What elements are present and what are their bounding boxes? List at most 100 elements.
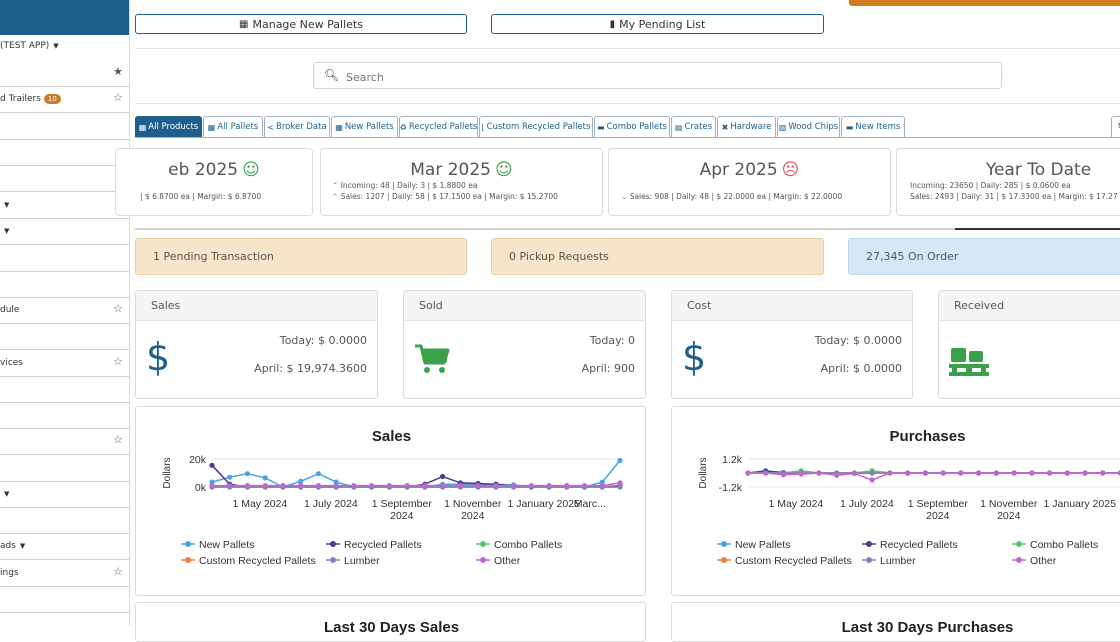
tab-new-items[interactable]: ▬ New Items xyxy=(841,116,905,137)
star-icon[interactable]: ☆ xyxy=(113,302,123,315)
sidebar-item-13[interactable] xyxy=(0,402,129,429)
data-point[interactable] xyxy=(581,483,588,489)
data-point[interactable] xyxy=(1064,470,1070,476)
sidebar-item-16[interactable]: ▼ xyxy=(0,481,129,508)
search-box[interactable]: 🔍︎ xyxy=(313,62,1002,89)
sidebar-item-9[interactable]: dule ☆ xyxy=(0,297,129,324)
star-icon[interactable]: ☆ xyxy=(113,91,123,104)
data-point[interactable] xyxy=(599,483,605,489)
manage-new-pallets-button[interactable]: ▦ Manage New Pallets xyxy=(135,14,467,34)
star-icon[interactable]: ☆ xyxy=(113,355,123,368)
data-point[interactable] xyxy=(422,483,428,489)
data-point[interactable] xyxy=(1117,470,1120,476)
data-point[interactable] xyxy=(940,470,946,476)
data-point[interactable] xyxy=(528,483,534,489)
on-order-alert[interactable]: 27,345 On Order xyxy=(848,238,1120,275)
data-point[interactable] xyxy=(617,484,623,490)
data-point[interactable] xyxy=(1082,470,1088,476)
data-point[interactable] xyxy=(834,472,840,478)
sidebar-item-5[interactable]: ▼ xyxy=(0,192,129,219)
legend-label[interactable]: Custom Recycled Pallets xyxy=(735,555,852,567)
data-point[interactable] xyxy=(780,472,787,478)
data-point[interactable] xyxy=(493,483,499,489)
sidebar-item-18[interactable]: ads ▼ xyxy=(0,533,129,560)
data-point[interactable] xyxy=(617,457,623,463)
data-point[interactable] xyxy=(298,483,304,489)
data-point[interactable] xyxy=(887,470,893,476)
data-point[interactable] xyxy=(546,483,552,489)
legend-label[interactable]: Lumber xyxy=(344,555,380,567)
legend-label[interactable]: Other xyxy=(494,555,521,567)
data-point[interactable] xyxy=(869,470,875,476)
legend-label[interactable]: Custom Recycled Pallets xyxy=(199,555,316,567)
data-point[interactable] xyxy=(851,470,858,477)
data-point[interactable] xyxy=(298,478,304,484)
sidebar-item-20[interactable] xyxy=(0,586,129,613)
data-point[interactable] xyxy=(227,474,233,480)
tab-wood-chips[interactable]: ▧ Wood Chips xyxy=(777,116,840,137)
sidebar-item-8[interactable] xyxy=(0,271,129,298)
tab-refresh[interactable]: ↻ xyxy=(1111,116,1120,137)
data-point[interactable] xyxy=(315,471,322,477)
tab-new-pallets[interactable]: ▦ New Pallets xyxy=(331,116,398,137)
search-input[interactable] xyxy=(344,67,988,87)
data-point[interactable] xyxy=(369,483,375,489)
data-point[interactable] xyxy=(1100,470,1106,476)
sidebar-item-11[interactable]: vices ☆ xyxy=(0,350,129,377)
tab-recycled-pallets[interactable]: ♻ Recycled Pallets xyxy=(399,116,478,137)
sidebar-item-0[interactable]: ★ xyxy=(0,60,129,87)
sidebar-item-4[interactable] xyxy=(0,165,129,192)
tab-crates[interactable]: ▤ Crates xyxy=(671,116,716,137)
data-point[interactable] xyxy=(333,483,339,489)
tab-hardware[interactable]: ✖ Hardware xyxy=(717,116,776,137)
data-point[interactable] xyxy=(958,470,964,476)
data-point[interactable] xyxy=(745,470,751,476)
sidebar-item-12[interactable] xyxy=(0,376,129,403)
data-point[interactable] xyxy=(386,483,392,489)
sidebar-item-1[interactable]: d Trailers 10 ☆ xyxy=(0,86,129,113)
tab-broker-data[interactable]: < Broker Data xyxy=(264,116,330,137)
sidebar-item-14[interactable]: ☆ xyxy=(0,428,129,455)
data-point[interactable] xyxy=(564,483,570,489)
tab-all-pallets[interactable]: ▦ All Pallets xyxy=(203,116,263,137)
data-point[interactable] xyxy=(227,483,233,489)
sidebar-item-2[interactable] xyxy=(0,113,129,140)
star-icon[interactable]: ☆ xyxy=(113,433,123,446)
pending-transaction-alert[interactable]: 1 Pending Transaction xyxy=(135,238,467,275)
legend-label[interactable]: Combo Pallets xyxy=(494,539,562,551)
sidebar-item-6[interactable]: ▼ xyxy=(0,218,129,245)
sidebar-item-10[interactable] xyxy=(0,323,129,350)
legend-label[interactable]: Lumber xyxy=(880,555,916,567)
data-point[interactable] xyxy=(617,480,623,486)
tab-custom-recycled-pallets[interactable]: ⌊ Custom Recycled Pallets xyxy=(479,116,593,137)
data-point[interactable] xyxy=(905,470,911,476)
pickup-requests-alert[interactable]: 0 Pickup Requests xyxy=(491,238,824,275)
data-point[interactable] xyxy=(262,483,268,489)
tab-combo-pallets[interactable]: ▬ Combo Pallets xyxy=(594,116,670,137)
data-point[interactable] xyxy=(798,471,804,477)
data-point[interactable] xyxy=(244,471,251,477)
data-point[interactable] xyxy=(475,483,481,489)
legend-label[interactable]: New Pallets xyxy=(199,539,254,551)
data-point[interactable] xyxy=(262,475,268,481)
data-point[interactable] xyxy=(440,473,446,480)
data-point[interactable] xyxy=(280,483,286,489)
sidebar-item-15[interactable] xyxy=(0,455,129,482)
data-point[interactable] xyxy=(457,483,463,489)
legend-label[interactable]: Recycled Pallets xyxy=(880,539,958,551)
data-point[interactable] xyxy=(209,462,215,468)
legend-label[interactable]: Combo Pallets xyxy=(1030,539,1098,551)
star-filled-icon[interactable]: ★ xyxy=(113,65,123,78)
star-icon[interactable]: ☆ xyxy=(113,565,123,578)
sidebar-item-3[interactable] xyxy=(0,139,129,166)
sidebar-item-17[interactable] xyxy=(0,507,129,534)
legend-label[interactable]: Other xyxy=(1030,555,1057,567)
data-point[interactable] xyxy=(993,470,999,476)
data-point[interactable] xyxy=(209,483,215,489)
legend-label[interactable]: Recycled Pallets xyxy=(344,539,422,551)
sidebar-item-19[interactable]: ings ☆ xyxy=(0,560,129,587)
app-selector[interactable]: (TEST APP) ▼ xyxy=(0,35,129,61)
data-point[interactable] xyxy=(1029,470,1035,476)
legend-label[interactable]: New Pallets xyxy=(735,539,790,551)
sidebar-item-7[interactable] xyxy=(0,245,129,272)
